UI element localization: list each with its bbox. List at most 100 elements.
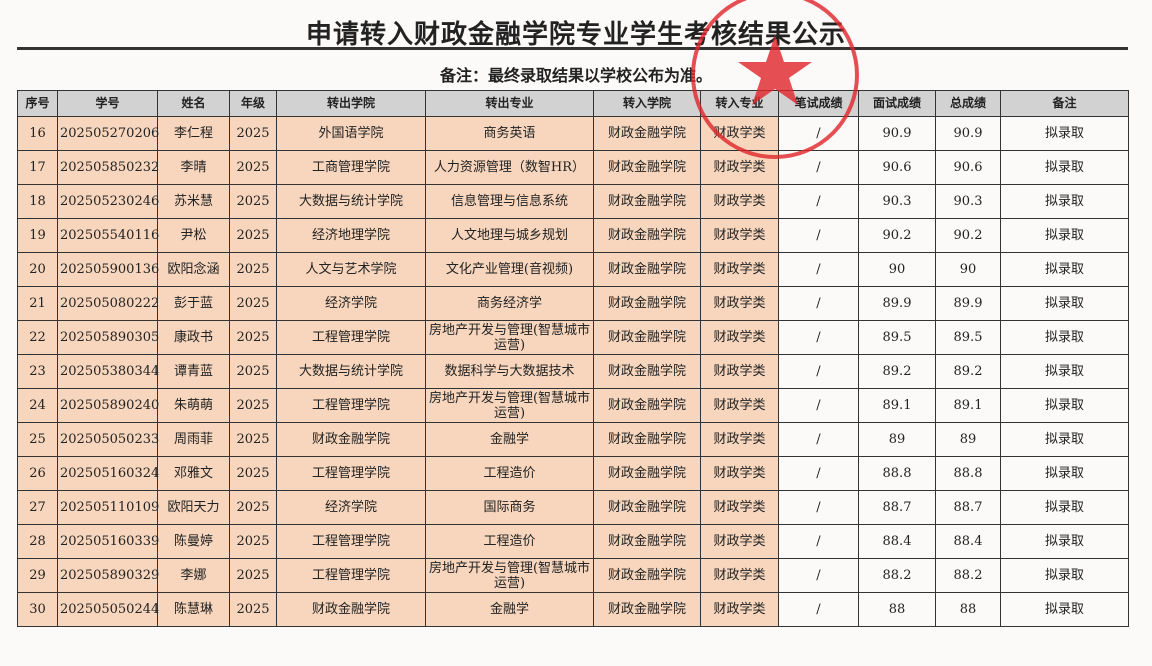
table-cell: 拟录取	[1000, 490, 1129, 525]
table-cell: 大数据与统计学院	[276, 354, 426, 389]
table-cell: 89.1	[858, 388, 936, 423]
table-cell: 欧阳念涵	[157, 252, 230, 287]
table-cell: 财政金融学院	[276, 422, 426, 457]
table-cell: 经济学院	[276, 490, 426, 525]
table-cell: 财政学类	[700, 558, 779, 593]
table-cell: 财政金融学院	[593, 422, 701, 457]
table-cell: 工程管理学院	[276, 320, 426, 355]
table-cell: 18	[17, 184, 58, 219]
table-cell: 90.3	[935, 184, 1001, 219]
table-cell: 拟录取	[1000, 116, 1129, 151]
table-cell: 财政学类	[700, 150, 779, 185]
table-row: 28 202505160339 陈曼婷 2025 工程管理学院 工程造价 财政金融学院 财政学…	[17, 524, 1129, 559]
table-cell: 拟录取	[1000, 354, 1129, 389]
table-cell: 工程管理学院	[276, 388, 426, 423]
table-cell: 2025	[229, 116, 277, 151]
table-cell: 朱萌萌	[157, 388, 230, 423]
table-cell: 工程管理学院	[276, 456, 426, 491]
table-cell: 拟录取	[1000, 218, 1129, 253]
table-cell: 88.2	[935, 558, 1001, 593]
table-cell: 谭青蓝	[157, 354, 230, 389]
table-cell: /	[778, 320, 859, 355]
column-header: 转出学院	[276, 90, 426, 117]
table-cell: 202505160339	[57, 524, 159, 559]
table-cell: 周雨菲	[157, 422, 230, 457]
table-cell: 88	[858, 592, 936, 627]
table-cell: 人文地理与城乡规划	[425, 218, 594, 253]
table-cell: 拟录取	[1000, 592, 1129, 627]
page-title: 申请转入财政金融学院专业学生考核结果公示	[305, 20, 846, 50]
table-cell: 财政学类	[700, 218, 779, 253]
table-cell: 23	[17, 354, 58, 389]
table-cell: 90.9	[935, 116, 1001, 151]
table-cell: /	[778, 456, 859, 491]
table-cell: 财政金融学院	[593, 456, 701, 491]
column-header: 转入专业	[700, 90, 779, 117]
table-cell: 25	[17, 422, 58, 457]
table-cell: 88.4	[858, 524, 936, 559]
table-cell: 房地产开发与管理(智慧城市运营)	[425, 558, 594, 593]
table-cell: 20	[17, 252, 58, 287]
table-cell: 202505270206	[57, 116, 159, 151]
table-cell: 经济学院	[276, 286, 426, 321]
table-cell: 财政金融学院	[593, 286, 701, 321]
table-cell: 202505850232	[57, 150, 159, 185]
column-header: 姓名	[157, 90, 230, 117]
table-cell: 17	[17, 150, 58, 185]
table-cell: 202505110109	[57, 490, 159, 525]
table-cell: 文化产业管理(音视频)	[425, 252, 594, 287]
results-table: 序号 学号 姓名 年级 转出学院 转出专业 转入学院 转入专业 笔试成绩 面试成绩 总成绩 备注 16…	[17, 90, 1129, 627]
table-cell: 财政金融学院	[593, 184, 701, 219]
table-cell: 欧阳天力	[157, 490, 230, 525]
table-cell: 89	[935, 422, 1001, 457]
table-cell: 商务英语	[425, 116, 594, 151]
table-cell: 彭于蓝	[157, 286, 230, 321]
table-row: 17 202505850232 李晴 2025 工商管理学院 人力资源管理（数智HR） 财政…	[17, 150, 1129, 185]
table-cell: 财政学类	[700, 320, 779, 355]
table-cell: 2025	[229, 150, 277, 185]
table-cell: 202505540116	[57, 218, 159, 253]
table-cell: 22	[17, 320, 58, 355]
table-cell: 拟录取	[1000, 286, 1129, 321]
table-row: 30 202505050244 陈慧琳 2025 财政金融学院 金融学 财政金融学院 财政学类…	[17, 592, 1129, 627]
table-cell: 财政学类	[700, 252, 779, 287]
table-cell: 89	[858, 422, 936, 457]
table-cell: 工程造价	[425, 456, 594, 491]
table-cell: 202505050233	[57, 422, 159, 457]
table-cell: 88.8	[935, 456, 1001, 491]
table-cell: 拟录取	[1000, 252, 1129, 287]
table-row: 16 202505270206 李仁程 2025 外国语学院 商务英语 财政金融学院 财政学类…	[17, 116, 1129, 151]
table-cell: 24	[17, 388, 58, 423]
table-cell: 27	[17, 490, 58, 525]
table-cell: 202505890305	[57, 320, 159, 355]
table-cell: 财政学类	[700, 456, 779, 491]
column-header: 序号	[17, 90, 58, 117]
table-cell: 国际商务	[425, 490, 594, 525]
table-cell: 财政金融学院	[593, 558, 701, 593]
table-cell: /	[778, 524, 859, 559]
table-cell: 财政学类	[700, 592, 779, 627]
column-header: 备注	[1000, 90, 1129, 117]
table-cell: 商务经济学	[425, 286, 594, 321]
table-cell: 2025	[229, 422, 277, 457]
table-cell: 88.4	[935, 524, 1001, 559]
column-header: 学号	[57, 90, 158, 117]
table-cell: 李娜	[157, 558, 230, 593]
table-row: 26 202505160324 邓雅文 2025 工程管理学院 工程造价 财政金融学院 财政学…	[17, 456, 1129, 491]
table-cell: 财政金融学院	[593, 320, 701, 355]
table-cell: 李仁程	[157, 116, 230, 151]
table-cell: 28	[17, 524, 58, 559]
table-row: 27 202505110109 欧阳天力 2025 经济学院 国际商务 财政金融学院 财政学类…	[17, 490, 1129, 525]
column-header: 面试成绩	[858, 90, 936, 117]
table-cell: 2025	[229, 524, 277, 559]
table-cell: 陈曼婷	[157, 524, 230, 559]
table-cell: 拟录取	[1000, 456, 1129, 491]
table-cell: 财政学类	[700, 116, 779, 151]
table-cell: 房地产开发与管理(智慧城市运营)	[425, 320, 594, 355]
table-cell: 88	[935, 592, 1001, 627]
table-cell: 2025	[229, 320, 277, 355]
table-cell: 财政金融学院	[593, 490, 701, 525]
table-cell: 202505160324	[57, 456, 159, 491]
table-cell: 89.5	[935, 320, 1001, 355]
